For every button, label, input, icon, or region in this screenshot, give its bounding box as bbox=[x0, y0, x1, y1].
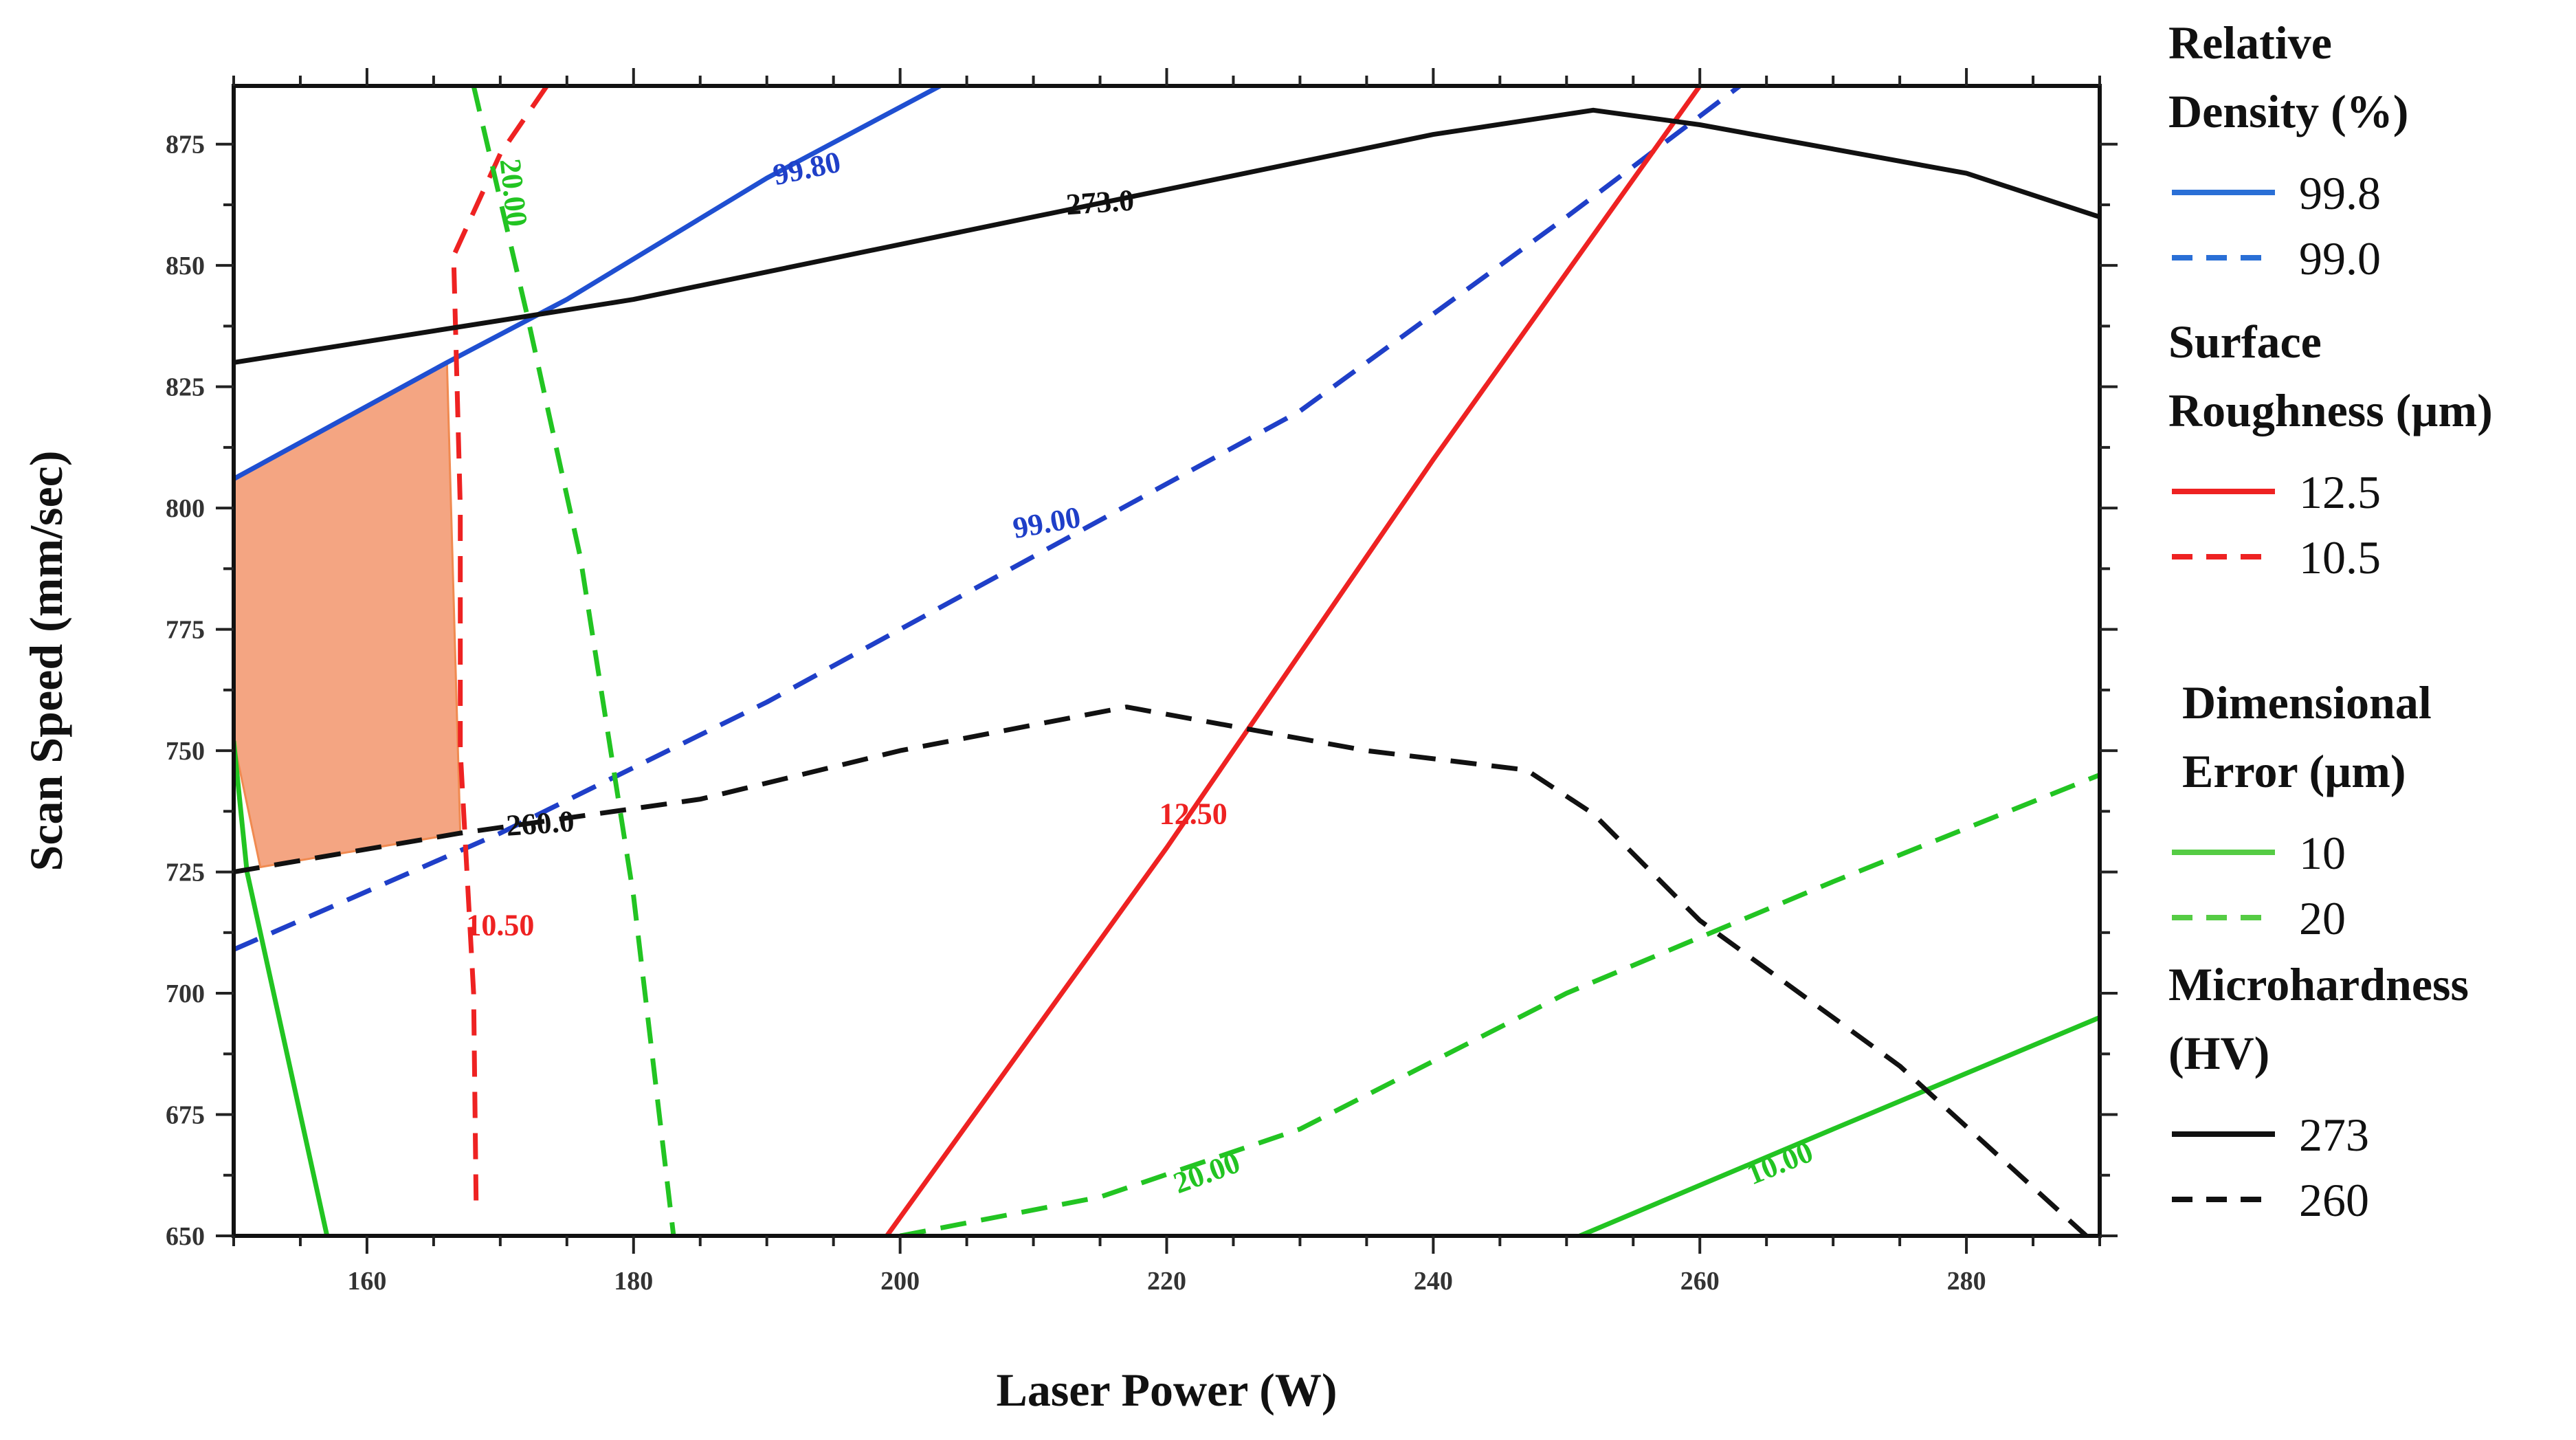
contour-label: 273.0 bbox=[1065, 184, 1135, 222]
contour-label: 12.50 bbox=[1159, 797, 1228, 830]
y-tick-label: 775 bbox=[166, 616, 205, 645]
axes: 160 180 200 220 240 260 280 650 675 700 725 750 775 8… bbox=[20, 68, 2118, 1416]
y-tick-label: 850 bbox=[166, 252, 205, 280]
y-tick-label: 825 bbox=[166, 373, 205, 402]
contour-labels: 99.80 99.00 273.0 260.0 12.50 10.50 20.00 20.00… bbox=[466, 145, 1817, 1200]
y-tick-label: 875 bbox=[166, 131, 205, 159]
legend-title-2-0: Dimensional bbox=[2182, 676, 2432, 729]
contour-label: 10.50 bbox=[466, 909, 534, 942]
legend-entry-label: 273 bbox=[2299, 1109, 2369, 1161]
contour-line-5 bbox=[1579, 1015, 2100, 1236]
contour-label: 20.00 bbox=[493, 157, 534, 229]
y-tick-label: 650 bbox=[166, 1222, 205, 1251]
x-tick-label: 280 bbox=[1947, 1267, 1986, 1296]
contour-label: 99.80 bbox=[770, 145, 843, 192]
y-tick-label: 675 bbox=[166, 1101, 205, 1130]
plot-area bbox=[234, 86, 2100, 1236]
legend-entry-label: 99.8 bbox=[2299, 167, 2381, 219]
legend-title-2-1: Error (µm) bbox=[2182, 745, 2406, 797]
contour-line-2 bbox=[885, 86, 1702, 1236]
legend-entry-label: 10 bbox=[2299, 827, 2346, 879]
x-tick-label: 220 bbox=[1147, 1267, 1186, 1296]
legend-entry-label: 99.0 bbox=[2299, 232, 2381, 285]
y-tick-label: 800 bbox=[166, 494, 205, 523]
contour-label: 20.00 bbox=[1169, 1145, 1245, 1200]
x-tick-label: 240 bbox=[1414, 1267, 1453, 1296]
legend: Relative Density (%) 99.8 99.0 Surface Roughn… bbox=[2168, 16, 2493, 1226]
contour-label: 99.00 bbox=[1010, 500, 1083, 545]
x-axis-title: Laser Power (W) bbox=[996, 1364, 1337, 1416]
legend-entry-label: 12.5 bbox=[2299, 466, 2381, 518]
legend-title-1-1: Roughness (µm) bbox=[2168, 384, 2493, 436]
contour-line-1 bbox=[234, 86, 1742, 952]
x-tick-label: 180 bbox=[614, 1267, 653, 1296]
contour-line-3 bbox=[451, 86, 549, 1212]
y-tick-label: 725 bbox=[166, 859, 205, 887]
legend-title-1-0: Surface bbox=[2168, 315, 2322, 368]
contour-label: 10.00 bbox=[1742, 1135, 1817, 1192]
legend-title-3-0: Microhardness bbox=[2168, 958, 2469, 1010]
y-tick-label: 750 bbox=[166, 737, 205, 766]
x-tick-label: 160 bbox=[347, 1267, 386, 1296]
legend-entry-label: 20 bbox=[2299, 892, 2346, 944]
contour-line-6 bbox=[471, 86, 676, 1236]
y-tick-label: 700 bbox=[166, 979, 205, 1008]
contour-line-9 bbox=[234, 705, 2088, 1236]
contour-label: 260.0 bbox=[505, 804, 575, 843]
legend-entry-label: 260 bbox=[2299, 1174, 2369, 1226]
contour-line-8 bbox=[234, 107, 2100, 365]
legend-entry-label: 10.5 bbox=[2299, 531, 2381, 584]
x-tick-label: 260 bbox=[1680, 1267, 1720, 1296]
legend-title-0-0: Relative bbox=[2168, 16, 2332, 69]
feasible-region bbox=[234, 360, 462, 869]
contour-line-4 bbox=[234, 740, 330, 1236]
legend-title-3-1: (HV) bbox=[2168, 1027, 2269, 1079]
y-axis-title: Scan Speed (mm/sec) bbox=[20, 451, 72, 872]
x-tick-label: 200 bbox=[880, 1267, 920, 1296]
legend-title-0-1: Density (%) bbox=[2168, 85, 2408, 137]
contour-line-7 bbox=[899, 773, 2100, 1236]
contour-line-0 bbox=[234, 86, 942, 481]
